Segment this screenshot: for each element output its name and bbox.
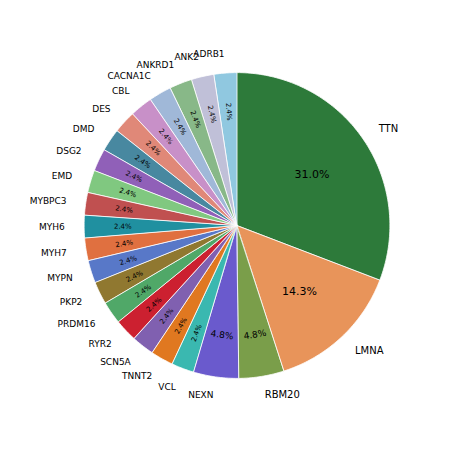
svg-text:PKP2: PKP2 [60,297,82,307]
svg-text:DMD: DMD [73,124,95,134]
svg-text:2.4%: 2.4% [173,316,189,336]
svg-text:2.4%: 2.4% [188,110,202,130]
svg-text:31.0%: 31.0% [294,168,329,181]
svg-text:EMD: EMD [52,171,72,181]
svg-text:DSG2: DSG2 [56,146,81,156]
svg-text:2.4%: 2.4% [145,296,164,314]
svg-text:RYR2: RYR2 [89,339,112,349]
svg-text:CBL: CBL [112,86,129,96]
svg-text:2.4%: 2.4% [124,169,144,184]
svg-text:LMNA: LMNA [355,345,384,356]
svg-text:SCN5A: SCN5A [100,357,131,367]
svg-text:ANKRD1: ANKRD1 [136,60,174,70]
svg-text:2.4%: 2.4% [158,307,175,326]
svg-text:VCL: VCL [158,382,175,392]
svg-text:ADRB1: ADRB1 [193,49,224,59]
svg-text:MYBPC3: MYBPC3 [30,196,67,206]
svg-text:2.4%: 2.4% [206,105,218,124]
svg-text:DES: DES [92,104,111,114]
svg-text:2.4%: 2.4% [144,139,163,157]
svg-text:ANK2: ANK2 [174,52,199,63]
svg-text:NEXN: NEXN [188,390,213,400]
svg-text:2.4%: 2.4% [133,154,152,171]
svg-text:MYH7: MYH7 [41,248,67,258]
svg-text:2.4%: 2.4% [114,223,132,231]
svg-text:MYH6: MYH6 [39,222,65,232]
svg-text:14.3%: 14.3% [282,285,317,298]
svg-text:2.4%: 2.4% [118,186,138,199]
svg-text:2.4%: 2.4% [115,239,134,250]
svg-text:RBM20: RBM20 [265,389,300,400]
svg-text:TNNT2: TNNT2 [121,371,152,381]
svg-text:2.4%: 2.4% [118,254,138,267]
svg-text:4.8%: 4.8% [210,328,234,341]
svg-text:2.4%: 2.4% [172,117,188,137]
svg-text:2.4%: 2.4% [115,204,134,215]
svg-text:2.4%: 2.4% [125,269,145,284]
svg-text:4.8%: 4.8% [243,328,268,342]
svg-text:CACNA1C: CACNA1C [107,71,150,81]
svg-text:2.4%: 2.4% [190,323,204,343]
svg-text:2.4%: 2.4% [134,283,153,300]
svg-text:MYPN: MYPN [47,273,72,283]
svg-text:PRDM16: PRDM16 [58,319,96,329]
svg-text:2.4%: 2.4% [157,127,175,146]
svg-text:TTN: TTN [378,123,399,134]
svg-text:2.4%: 2.4% [224,102,233,121]
